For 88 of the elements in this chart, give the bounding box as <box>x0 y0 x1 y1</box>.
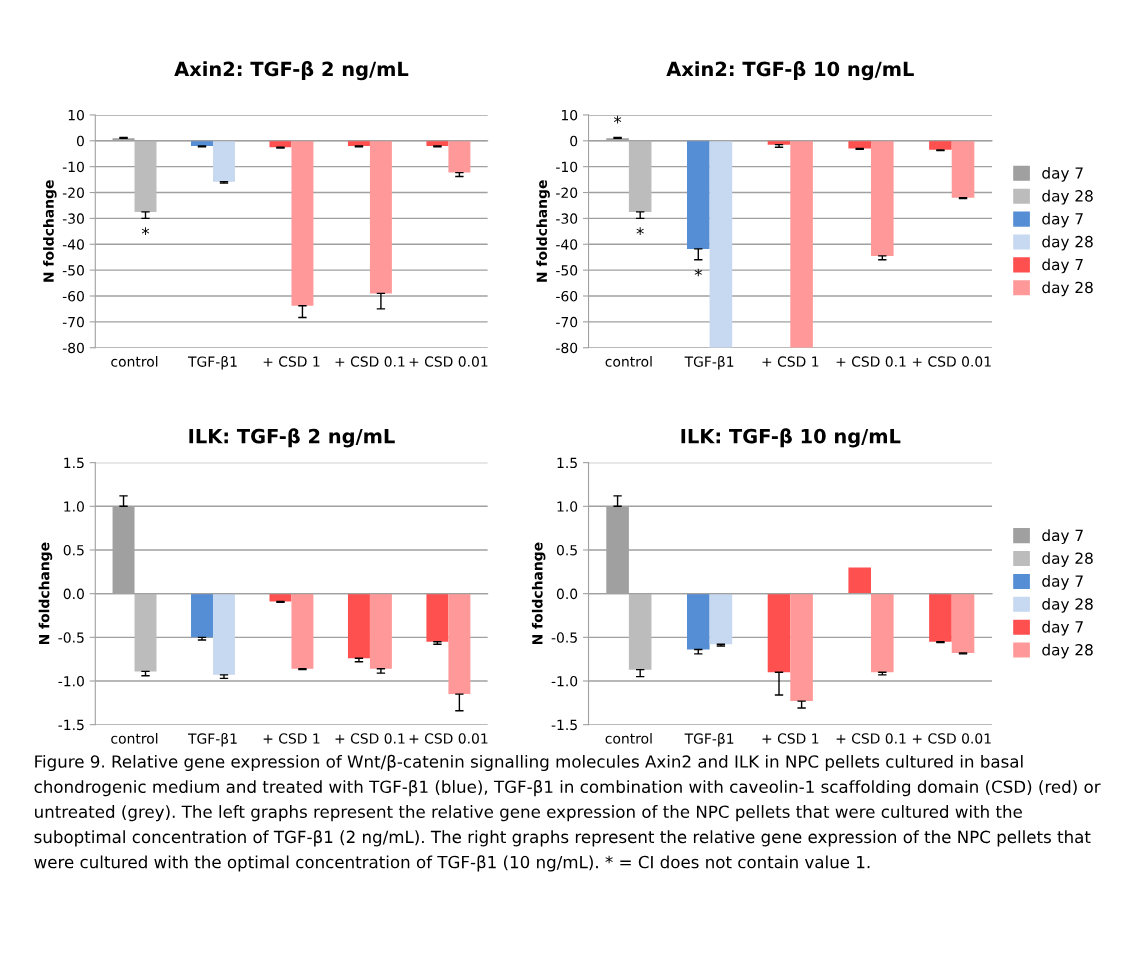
x-tick-label: + CSD 1 <box>762 356 819 367</box>
y-tick-label: 1.0 <box>557 501 578 512</box>
y-tick-label: -30 <box>556 213 578 224</box>
legend-label: day 28 <box>1042 643 1093 659</box>
chart-title: Axin2: TGF-β 2 ng/mL <box>174 61 409 81</box>
legend-label: day 7 <box>1042 166 1083 182</box>
x-tick-label: + CSD 0.1 <box>836 356 906 367</box>
y-tick-label: -40 <box>62 239 84 250</box>
bar <box>767 593 791 673</box>
x-tick-label: + CSD 1 <box>762 733 819 744</box>
y-tick-label: 10 <box>68 109 84 121</box>
y-tick-label: -0.5 <box>551 632 577 643</box>
bar <box>709 593 733 645</box>
bar <box>871 593 894 673</box>
y-tick-label: -30 <box>62 213 84 224</box>
y-tick-label: 0.5 <box>63 544 84 556</box>
y-tick-label: -1.0 <box>58 675 84 687</box>
x-tick-label: TGF-β1 <box>684 732 734 747</box>
y-tick-label: -70 <box>62 316 84 328</box>
legend-label: day 28 <box>1042 281 1093 297</box>
legend-label: day 28 <box>1042 235 1093 251</box>
y-axis-title: N foldchange <box>536 180 550 282</box>
caption: Figure 9. Relative gene expression of Wnt/β-catenin signalling molecules Axin2 and ILK in NPC pellets cultured in basal chondrogenic medium and treated with TGF-β1 (blue), TGF-β1 in combination with caveolin-1 scaffolding domain (CSD) (red) or untreated (grey). The left graphs represent the relative gene expression of the NPC pellets that were cultured with the suboptimal concentration of TGF-β1 (2 ng/mL). The right graphs represent the relative gene expression of the NPC pellets that were cultured with the optimal concentration of TGF-β1 (10 ng/mL). * = CI does not contain value 1. <box>34 754 1101 872</box>
y-tick-label: -1.5 <box>58 719 84 731</box>
x-tick-label: TGF-β1 <box>187 356 237 370</box>
chart-title: ILK: TGF-β 10 ng/mL <box>681 428 901 448</box>
y-tick-label: 0.5 <box>556 544 577 556</box>
x-tick-label: control <box>111 732 158 744</box>
legend-label: day 7 <box>1042 575 1083 590</box>
bar <box>929 593 952 642</box>
y-tick-label: -60 <box>556 290 578 302</box>
y-tick-label: 10 <box>561 109 578 121</box>
x-tick-label: + CSD 0.1 <box>836 733 906 744</box>
x-tick-label: + CSD 0.1 <box>335 733 405 744</box>
y-tick-label: 0.0 <box>63 588 84 600</box>
y-tick-label: 1.5 <box>557 457 577 469</box>
x-tick-label: TGF-β1 <box>684 356 734 370</box>
y-tick-label: -60 <box>62 290 84 302</box>
y-tick-label: -80 <box>62 342 84 354</box>
bar <box>951 593 975 654</box>
y-axis-title: N foldchange <box>43 180 57 282</box>
x-tick-label: TGF-β1 <box>187 732 237 747</box>
legend-label: day 28 <box>1042 597 1093 613</box>
y-tick-label: -20 <box>62 187 84 198</box>
legend-label: day 7 <box>1042 212 1083 228</box>
legend-label: day 7 <box>1042 258 1083 274</box>
y-tick-label: 1.5 <box>64 457 84 469</box>
annotation: * <box>636 227 644 235</box>
y-tick-label: -0.5 <box>58 632 84 643</box>
y-axis-title: N foldchange <box>531 542 546 645</box>
annotation: * <box>141 227 150 235</box>
x-tick-label: + CSD 0.01 <box>912 356 991 367</box>
legend-label: day 28 <box>1042 189 1093 205</box>
y-tick-label: -1.5 <box>551 719 577 731</box>
bar <box>686 593 710 650</box>
x-tick-label: + CSD 0.01 <box>409 733 488 744</box>
y-tick-label: -10 <box>62 161 84 173</box>
y-tick-label: -50 <box>556 265 578 276</box>
legend-label: day 7 <box>1042 529 1083 545</box>
y-tick-label: 0.0 <box>556 588 578 600</box>
chart-title: Axin2: TGF-β 10 ng/mL <box>666 61 914 81</box>
y-tick-label: -70 <box>556 316 578 328</box>
legend-label: day 28 <box>1042 552 1093 567</box>
x-tick-label: + CSD 0.1 <box>335 356 405 367</box>
x-tick-label: + CSD 0.01 <box>912 733 991 744</box>
y-tick-label: -1.0 <box>551 675 578 687</box>
x-tick-label: control <box>605 356 652 367</box>
legend-label: day 7 <box>1042 620 1083 636</box>
y-tick-label: -20 <box>556 187 578 198</box>
annotation: * <box>694 268 702 277</box>
y-tick-label: -10 <box>556 161 578 173</box>
bar <box>848 567 872 594</box>
bar <box>628 593 652 670</box>
x-tick-label: control <box>111 356 158 367</box>
x-tick-label: + CSD 0.01 <box>409 356 488 367</box>
y-axis-title: N foldchange <box>38 542 53 645</box>
y-tick-label: -50 <box>62 265 84 276</box>
y-tick-label: 0 <box>570 135 578 147</box>
bar <box>790 593 813 702</box>
annotation: * <box>613 115 622 124</box>
y-tick-label: -80 <box>556 342 578 354</box>
y-tick-label: -40 <box>556 239 578 250</box>
x-tick-label: + CSD 1 <box>263 356 320 367</box>
x-tick-label: + CSD 1 <box>263 733 320 744</box>
y-tick-label: 0 <box>76 135 84 147</box>
y-tick-label: 1.0 <box>64 501 84 512</box>
x-tick-label: control <box>605 732 652 744</box>
chart-title: ILK: TGF-β 2 ng/mL <box>189 428 395 448</box>
